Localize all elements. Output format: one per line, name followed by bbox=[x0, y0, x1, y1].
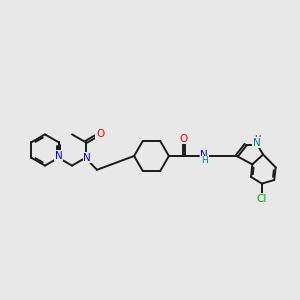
Text: N: N bbox=[83, 153, 91, 163]
Text: Cl: Cl bbox=[257, 194, 267, 204]
Text: H: H bbox=[254, 135, 261, 144]
Text: N: N bbox=[253, 138, 260, 148]
Text: O: O bbox=[96, 129, 104, 139]
Text: N: N bbox=[55, 151, 62, 161]
Text: O: O bbox=[180, 134, 188, 144]
Text: N: N bbox=[200, 150, 208, 161]
Text: H: H bbox=[201, 156, 208, 165]
